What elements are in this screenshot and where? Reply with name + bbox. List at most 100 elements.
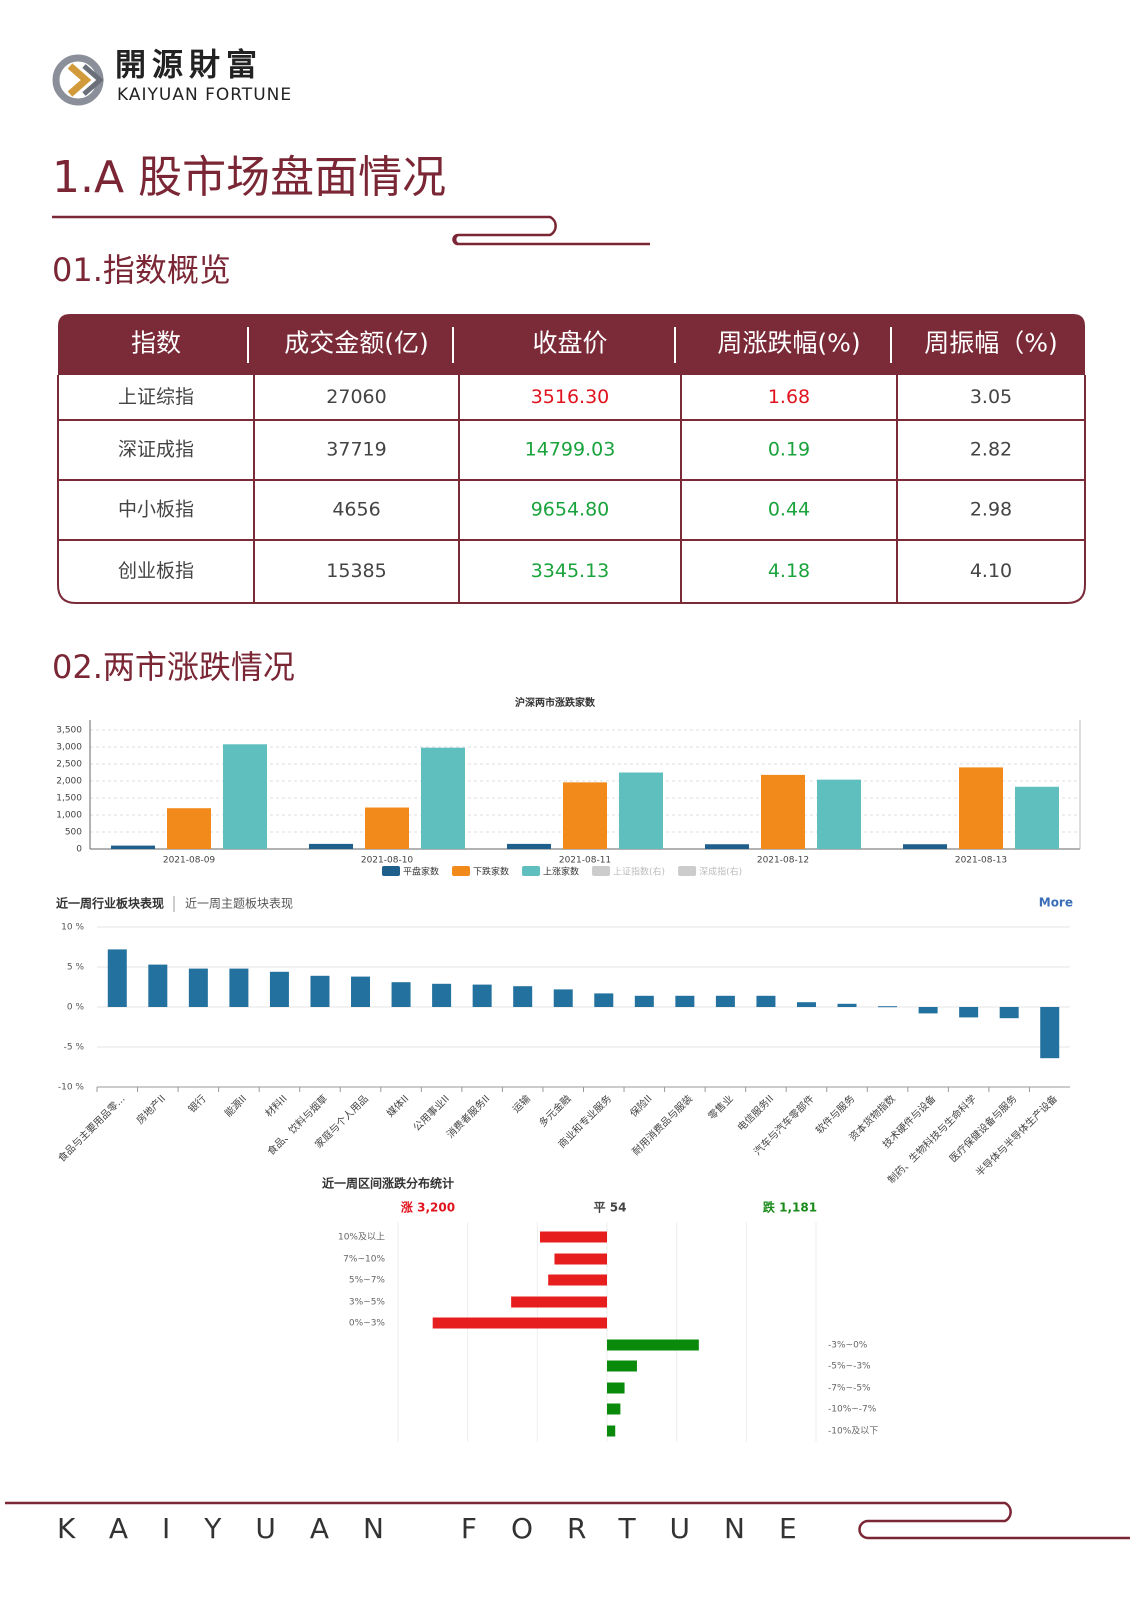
y-tick-label: 1,000 [56, 811, 82, 821]
x-tick-label: 公用事业II [410, 1092, 452, 1134]
footer-text: KAIYUAN FORTUNE [57, 1512, 831, 1545]
bar [188, 968, 208, 1007]
bar-category: 10%及以上 [338, 1232, 385, 1243]
legend-label: 平盘家数 [403, 866, 439, 878]
x-tick-label: 运输 [510, 1092, 533, 1115]
brand-en: KAIYUAN FORTUNE [117, 85, 292, 105]
tab[interactable]: 近一周主题板块表现 [185, 897, 293, 911]
table-cell: 0.44 [768, 499, 810, 521]
legend-swatch [382, 866, 400, 876]
bar [903, 844, 947, 849]
bar [796, 1002, 816, 1007]
summary-label: 平 54 [594, 1201, 627, 1215]
column-header: 周振幅（%) [924, 329, 1058, 358]
bar [634, 995, 654, 1007]
logo [52, 54, 104, 106]
bar-category: 5%~7% [349, 1276, 386, 1286]
table-cell: 14799.03 [525, 439, 616, 461]
table-cell: 3.05 [970, 386, 1012, 408]
table-cell: 4656 [332, 499, 380, 521]
table-cell: 0.19 [768, 439, 810, 461]
legend-swatch [592, 866, 611, 876]
x-tick-label: 医疗保健设备与服务 [947, 1092, 1020, 1165]
bar [421, 747, 465, 849]
bar [607, 1360, 637, 1372]
title-decoration [52, 215, 650, 246]
legend-label: 上涨家数 [543, 866, 579, 878]
column-header: 收盘价 [532, 329, 607, 358]
bar-category: 0%~3% [349, 1319, 386, 1329]
bar [553, 989, 573, 1007]
x-tick-label: 材料II [262, 1092, 290, 1120]
table-cell: 9654.80 [531, 499, 610, 521]
x-tick-label: 2021-08-10 [361, 856, 414, 866]
bar [705, 844, 749, 849]
table-cell: 1.68 [768, 386, 810, 408]
x-tick-label: 2021-08-13 [955, 856, 1007, 866]
x-tick-label: 2021-08-09 [163, 856, 216, 866]
bar [918, 1007, 938, 1014]
subsection-title: 02.两市涨跌情况 [52, 648, 295, 686]
table-header-bg [58, 314, 1085, 375]
legend-label: 深成指(右) [699, 866, 742, 878]
bar [607, 1403, 621, 1415]
table-cell: 2.82 [970, 439, 1012, 461]
bar [539, 1231, 607, 1243]
bar [1015, 786, 1059, 849]
summary-label: 涨 3,200 [401, 1200, 455, 1215]
x-tick-label: 保险II [627, 1092, 655, 1120]
y-tick-label: 5 % [67, 963, 85, 973]
bar [715, 995, 735, 1007]
logo-arrow [67, 63, 92, 97]
y-tick-label: 1,500 [56, 794, 82, 804]
x-tick-label: 2021-08-11 [559, 856, 611, 866]
table-cell: 15385 [326, 560, 386, 582]
bar [594, 993, 614, 1007]
bar [607, 1425, 616, 1437]
table-border [57, 375, 1086, 604]
tab[interactable]: 近一周行业板块表现 [56, 896, 164, 911]
bar [167, 808, 211, 849]
y-tick-label: 3,500 [56, 726, 82, 736]
column-header: 周涨跌幅(%) [717, 329, 860, 358]
legend-label: 上证指数(右) [613, 866, 665, 878]
bar [607, 1382, 625, 1394]
logo-arrow [82, 64, 104, 96]
bar-category: -7%~-5% [828, 1384, 871, 1394]
bar [619, 772, 663, 849]
x-tick-label: 银行 [185, 1092, 208, 1115]
more-link[interactable]: More [1039, 896, 1073, 910]
bar [837, 1003, 857, 1007]
table-cell: 中小板指 [118, 499, 194, 521]
y-tick-label: 2,500 [56, 760, 82, 770]
table-cell: 2.98 [970, 499, 1012, 521]
bar [607, 1339, 699, 1351]
chart-title: 沪深两市涨跌家数 [515, 696, 596, 709]
bar [365, 807, 409, 849]
section-title: 1.A 股市场盘面情况 [52, 152, 446, 203]
bar [878, 1006, 898, 1008]
legend-swatch [522, 866, 541, 876]
x-tick-label: 食品与主要用品零... [55, 1092, 128, 1165]
x-tick-label: 房地产II [133, 1092, 168, 1127]
y-tick-label: 3,000 [56, 743, 82, 753]
x-tick-label: 电信服务II [735, 1092, 777, 1134]
table-cell: 4.18 [768, 560, 810, 582]
bar [513, 986, 533, 1007]
column-header: 指数 [131, 329, 181, 358]
bar [472, 984, 492, 1007]
bar [675, 995, 695, 1007]
bar [761, 774, 805, 849]
bar [756, 995, 776, 1007]
bar-category: -10%及以下 [828, 1426, 878, 1437]
table-cell: 创业板指 [118, 560, 194, 582]
y-tick-label: 10 % [61, 923, 84, 933]
bar [1040, 1007, 1060, 1059]
bar [223, 744, 267, 849]
y-tick-label: -5 % [64, 1043, 85, 1053]
x-tick-label: 能源II [222, 1092, 250, 1120]
bar-category: -10%~-7% [828, 1405, 877, 1415]
y-tick-label: 2,000 [56, 777, 82, 787]
